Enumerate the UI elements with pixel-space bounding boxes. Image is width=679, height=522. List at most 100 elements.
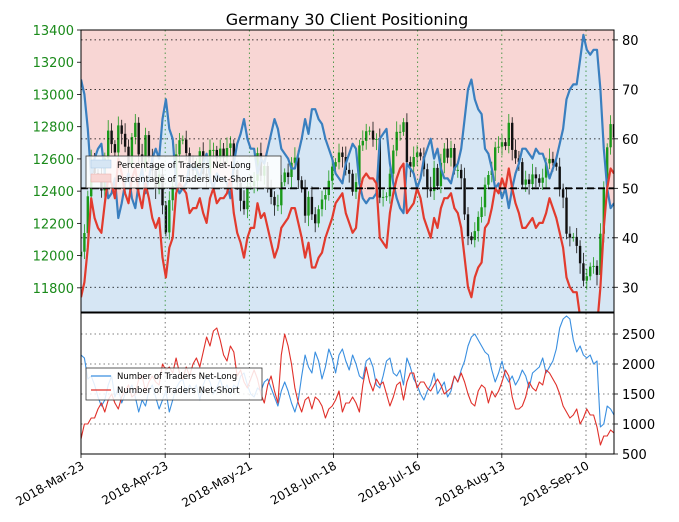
candle-body <box>242 200 246 210</box>
right-axis-tick-label: 80 <box>622 34 639 49</box>
candle-body <box>511 122 514 150</box>
right-axis-tick-label: 40 <box>622 232 639 247</box>
candle-body <box>531 174 534 185</box>
candle-body <box>595 265 599 275</box>
x-axis-tick-label: 2018-Jul-16 <box>356 458 423 505</box>
top-panel-frame <box>80 29 615 313</box>
left-axis-tick-label: 13200 <box>33 56 74 71</box>
candle-body <box>185 139 188 154</box>
bottom-legend-box <box>85 367 263 401</box>
candle-body <box>453 148 456 171</box>
left-axis-tick-label: 13000 <box>33 88 74 103</box>
candle-body <box>368 130 371 132</box>
candle-body <box>463 178 466 215</box>
candle-body <box>541 177 544 183</box>
top-legend-box <box>85 155 282 189</box>
candle-body <box>123 133 127 147</box>
candle-body <box>351 173 354 192</box>
candle-body <box>144 135 147 163</box>
candle-body <box>470 236 473 241</box>
traders-net-long-legend-label: Number of Traders Net-Long <box>117 372 237 382</box>
left-axis-tick-label: 12000 <box>33 250 74 265</box>
candle-body <box>599 233 602 275</box>
net-short-legend-label: Percentage of Traders Net-Short <box>117 175 254 185</box>
candle-body <box>239 182 242 201</box>
candle-body <box>612 124 614 138</box>
candlestick-series <box>81 113 614 290</box>
candle-body <box>405 122 409 163</box>
candle-body <box>385 196 388 198</box>
left-axis-tick-label: 12400 <box>33 185 74 200</box>
candle-body <box>303 188 307 216</box>
traders-net-short-legend-label: Number of Traders Net-Short <box>117 386 240 396</box>
candle-body <box>409 162 412 167</box>
x-axis-tick-label: 2018-May-21 <box>179 458 254 510</box>
candle-body <box>354 182 358 192</box>
candle-body <box>398 131 402 133</box>
candle-body <box>497 146 500 148</box>
candle-body <box>538 178 541 183</box>
bottom-panel-frame <box>80 312 615 455</box>
candle-body <box>602 188 605 234</box>
candle-body <box>225 148 229 158</box>
left-axis-tick-label: 11800 <box>33 282 74 297</box>
net-long-legend-label: Percentage of Traders Net-Long <box>117 161 251 171</box>
candle-body <box>81 251 83 257</box>
bottom-axis-tick-label: 500 <box>622 448 647 463</box>
candle-body <box>215 149 218 159</box>
candle-body <box>504 142 507 147</box>
candle-body <box>83 233 86 252</box>
candle-body <box>297 157 300 181</box>
top-legend: Percentage of Traders Net-Long Percentag… <box>85 155 282 189</box>
candle-body <box>378 138 381 198</box>
candle-body <box>578 245 582 264</box>
candle-body <box>402 122 405 132</box>
candle-body <box>432 167 436 192</box>
candle-body <box>222 148 225 158</box>
candle-body <box>544 163 548 178</box>
candle-body <box>334 162 337 167</box>
candle-body <box>365 131 368 141</box>
candle-body <box>171 186 174 201</box>
candle-body <box>548 158 551 164</box>
candle-body <box>300 180 303 189</box>
x-axis-tick-label: 2018-Mar-23 <box>13 458 86 508</box>
bottom-panel: 500 1000 1500 2000 2500 2018-Mar-23 2018-Apr-… <box>13 312 655 510</box>
candle-body <box>361 140 364 146</box>
candle-body <box>436 167 439 186</box>
candle-body <box>443 148 446 163</box>
candle-body <box>388 173 392 197</box>
candle-body <box>110 130 113 145</box>
candle-body <box>161 174 164 206</box>
candle-body <box>324 195 327 200</box>
candle-body <box>314 214 317 224</box>
candle-body <box>507 122 510 146</box>
right-axis-tick-label: 30 <box>622 281 639 296</box>
candle-body <box>534 174 538 179</box>
top-panel: 11800 12000 12200 12400 12600 12800 13000 13200… <box>33 24 639 313</box>
candle-body <box>477 216 480 232</box>
candle-body <box>568 233 572 238</box>
candle-body <box>137 122 140 155</box>
candle-body <box>456 169 459 171</box>
candle-body <box>555 162 558 167</box>
candle-body <box>307 196 310 216</box>
traders-net-long-line <box>81 315 614 428</box>
candle-body <box>246 186 249 210</box>
candle-body <box>147 135 151 158</box>
candle-body <box>310 196 314 215</box>
candle-body <box>341 152 344 157</box>
candle-body <box>178 140 181 155</box>
candle-body <box>551 158 555 163</box>
right-axis-tick-label: 60 <box>622 133 639 148</box>
candle-body <box>273 196 276 206</box>
candle-body <box>337 152 341 163</box>
candle-body <box>572 236 575 238</box>
candle-body <box>168 200 171 233</box>
candle-body <box>483 184 487 208</box>
bottom-axis-tick-label: 1500 <box>622 388 655 403</box>
candle-body <box>524 179 527 185</box>
candle-body <box>558 166 561 190</box>
candle-body <box>429 187 432 192</box>
